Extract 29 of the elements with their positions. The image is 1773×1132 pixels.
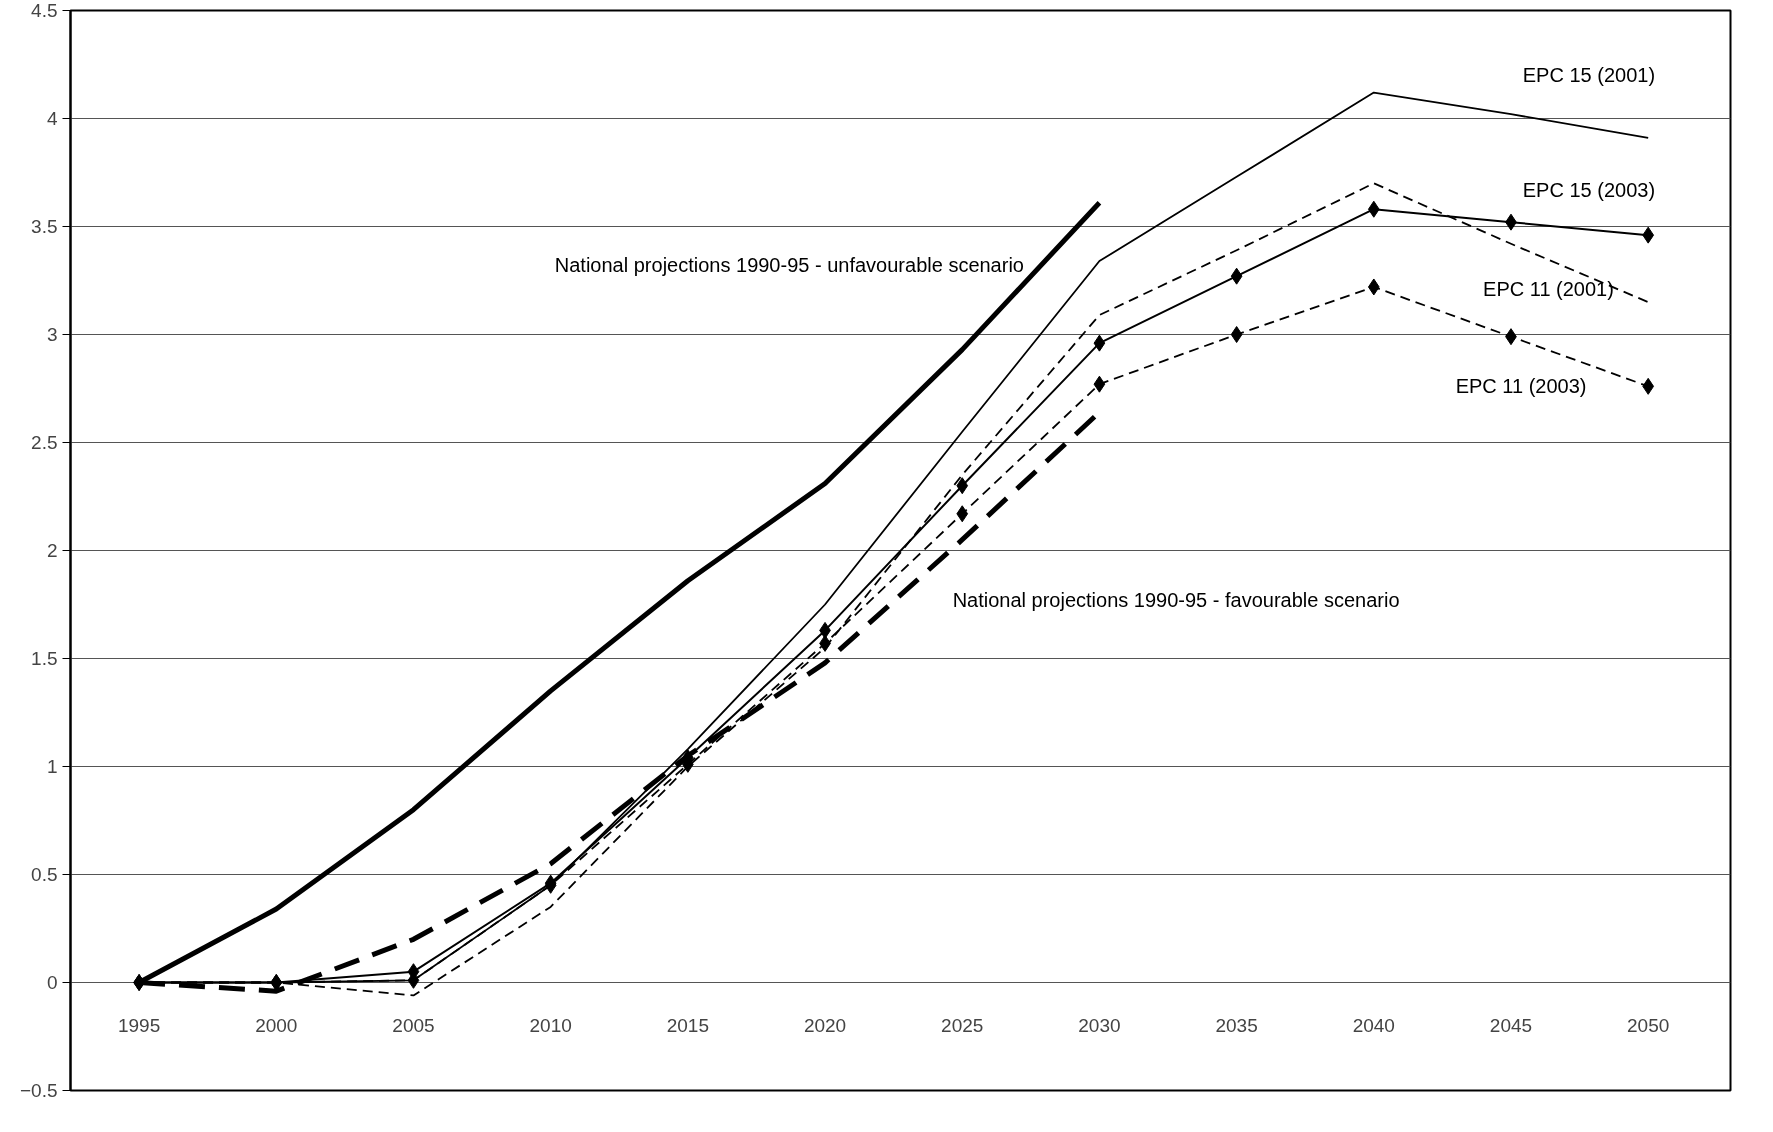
x-tick-label: 2045 [1489, 1014, 1533, 1036]
series-label: National projections 1990-95 - unfavourable scenario [554, 254, 1024, 277]
x-tick-label: 2040 [1352, 1014, 1395, 1036]
y-tick-label: 1.5 [31, 648, 58, 669]
x-tick-label: 2010 [529, 1014, 572, 1036]
x-tick-label: 2000 [255, 1014, 298, 1036]
x-tick-label: 2030 [1078, 1014, 1121, 1036]
x-tick-label: 2050 [1627, 1014, 1670, 1036]
x-tick-label: 2015 [666, 1014, 709, 1036]
y-tick-label: 3.5 [31, 216, 58, 237]
series-label: National projections 1990-95 - favourable scenario [952, 589, 1400, 612]
x-tick-label: 2025 [941, 1014, 984, 1036]
series-label: EPC 11 (2001) [1483, 278, 1614, 301]
x-tick-label: 2020 [803, 1014, 847, 1036]
y-tick-label: 1 [46, 756, 58, 777]
y-tick-label: 3 [46, 324, 58, 345]
x-tick-label: 2035 [1215, 1014, 1258, 1036]
y-tick-label: 4 [46, 108, 58, 129]
x-tick-label: 2005 [392, 1014, 435, 1036]
x-tick-label: 1995 [117, 1014, 161, 1036]
y-tick-label: 2.5 [31, 432, 58, 453]
series-label: EPC 15 (2003) [1522, 178, 1656, 201]
y-tick-label: 2 [46, 540, 58, 561]
series-label: EPC 11 (2003) [1455, 375, 1587, 398]
y-tick-label: −0.5 [19, 1080, 58, 1101]
y-tick-label: 0.5 [31, 864, 58, 885]
series-label: EPC 15 (2001) [1522, 64, 1656, 87]
y-tick-label: 4.5 [31, 0, 58, 21]
y-tick-label: 0 [46, 972, 58, 993]
